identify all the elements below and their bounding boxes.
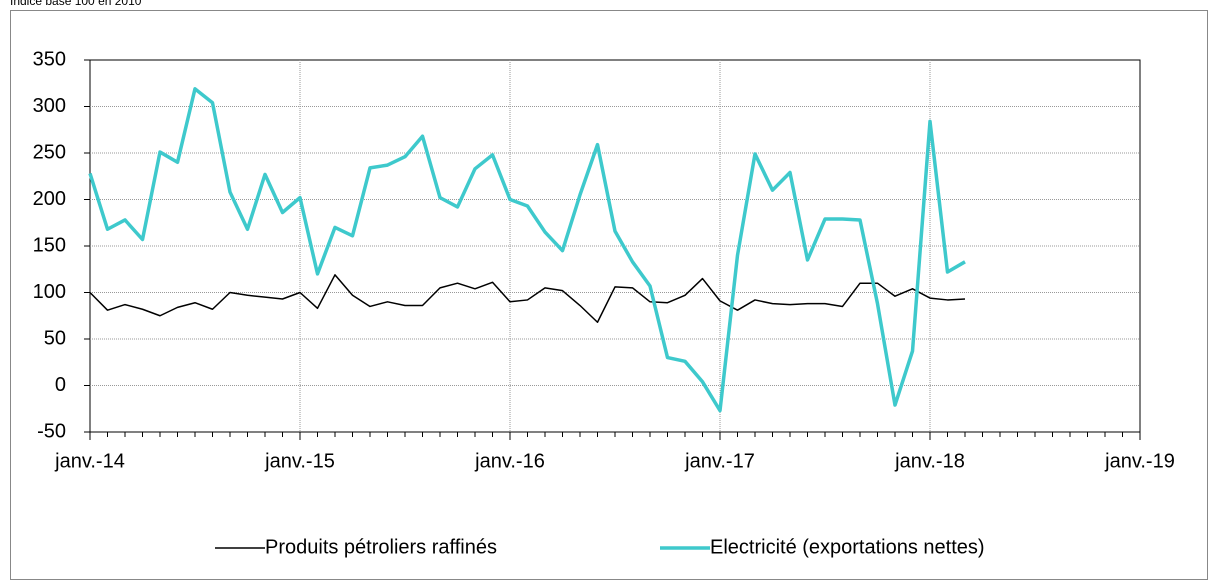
y-tick-label: 50 (44, 327, 66, 349)
y-tick-label: 300 (33, 95, 66, 117)
legend-label: Produits pétroliers raffinés (265, 536, 497, 558)
y-tick-label: 0 (55, 374, 66, 396)
y-tick-label: 150 (33, 234, 66, 256)
y-tick-label: -50 (37, 420, 66, 442)
x-tick-label: janv.-17 (684, 450, 755, 472)
legend-label: Electricité (exportations nettes) (710, 536, 985, 558)
y-tick-label: 350 (33, 48, 66, 70)
series-line (89, 274, 966, 324)
x-tick-label: janv.-16 (474, 450, 545, 472)
x-tick-label: janv.-18 (894, 450, 965, 472)
y-tick-label: 100 (33, 281, 66, 303)
series-line (88, 87, 966, 413)
y-tick-label: 250 (33, 141, 66, 163)
chart-subtitle: Indice base 100 en 2010 (10, 0, 142, 8)
chart-frame (10, 10, 1208, 580)
x-tick-label: janv.-15 (264, 450, 335, 472)
x-tick-label: janv.-14 (54, 450, 125, 472)
y-tick-label: 200 (33, 188, 66, 210)
x-tick-label: janv.-19 (1104, 450, 1175, 472)
